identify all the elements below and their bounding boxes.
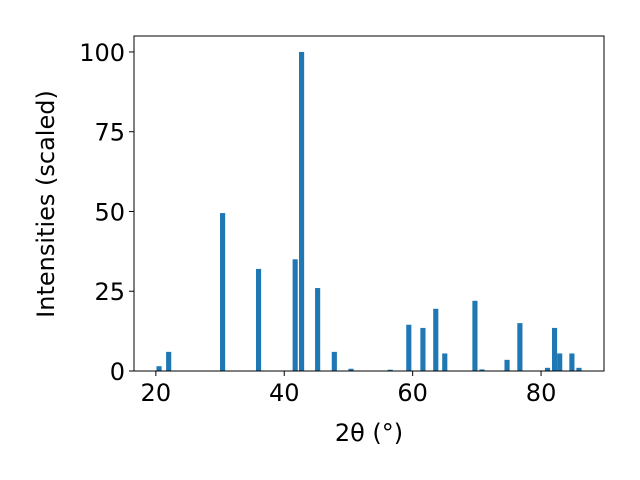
bar (348, 368, 354, 371)
bar (255, 268, 262, 371)
bar (504, 359, 510, 371)
x-axis-label: 2θ (°) (335, 419, 403, 447)
y-tick-label: 50 (94, 198, 125, 226)
y-tick-label: 0 (110, 358, 125, 386)
bar (292, 259, 298, 371)
bar (576, 367, 582, 371)
bar (479, 369, 485, 371)
bar (544, 367, 551, 371)
bar (442, 353, 448, 371)
x-tick-label: 20 (141, 379, 172, 407)
bar (315, 288, 321, 371)
bar (569, 353, 575, 371)
bar (387, 369, 393, 371)
bar (166, 351, 172, 371)
bar (420, 327, 426, 371)
bar (557, 353, 563, 371)
y-tick-label: 25 (94, 278, 125, 306)
bar (433, 308, 439, 371)
y-tick-label: 100 (79, 39, 125, 67)
bar (551, 327, 558, 371)
bar (156, 366, 162, 371)
x-tick-label: 40 (269, 379, 300, 407)
bar (331, 351, 337, 371)
y-axis-label: Intensities (scaled) (32, 90, 60, 318)
plot-frame (133, 35, 605, 372)
bar (220, 213, 226, 371)
x-tick-label: 80 (526, 379, 557, 407)
y-tick-label: 75 (94, 119, 125, 147)
bar (472, 300, 478, 371)
bar (406, 324, 412, 371)
bar (299, 51, 305, 371)
bar (517, 323, 523, 371)
x-tick-label: 60 (397, 379, 428, 407)
